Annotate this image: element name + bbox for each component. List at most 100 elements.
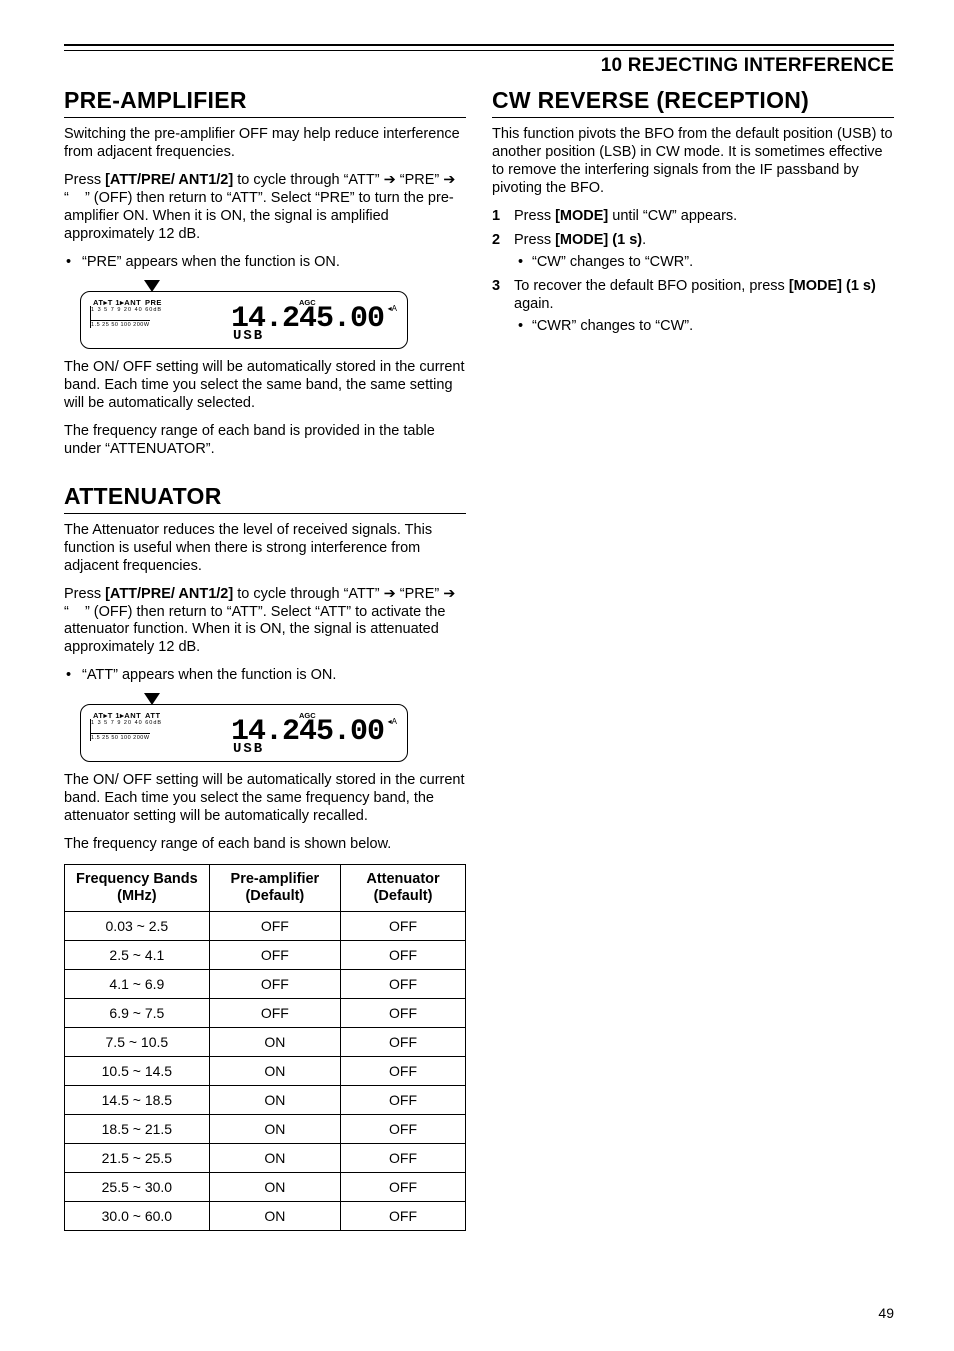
table-cell: OFF [341,1172,466,1201]
bullet-dot: • [514,254,532,272]
table-row: 10.5 ~ 14.5ONOFF [65,1056,466,1085]
columns: PRE-AMPLIFIER Switching the pre-amplifie… [64,87,894,1231]
bullet-dot: • [64,667,82,685]
text: until “CW” appears. [608,208,737,224]
left-column: PRE-AMPLIFIER Switching the pre-amplifie… [64,87,466,1231]
att-lcd: AT▸T 1▸ANT ATT 1 3 5 7 9 20 40 60dB 1.5 … [80,704,408,762]
text: To recover the default BFO position, pre… [514,278,789,294]
table-cell: OFF [341,1085,466,1114]
lcd-mode: USB [233,741,264,757]
table-cell: OFF [209,911,340,940]
table-cell: OFF [341,1114,466,1143]
table-cell: OFF [209,969,340,998]
table-cell: ON [209,1085,340,1114]
preamp-heading: PRE-AMPLIFIER [64,87,466,118]
table-cell: OFF [209,998,340,1027]
preamp-lcd: AT▸T 1▸ANT PRE 1 3 5 7 9 20 40 60dB 1.5 … [80,291,408,349]
chapter-title: 10 REJECTING INTERFERENCE [601,55,894,77]
th-freq: Frequency Bands (MHz) [65,865,210,911]
bullet-text: “CW” changes to “CWR”. [532,254,693,272]
table-cell: 10.5 ~ 14.5 [65,1056,210,1085]
table-row: 0.03 ~ 2.5OFFOFF [65,911,466,940]
table-cell: 0.03 ~ 2.5 [65,911,210,940]
band-table: Frequency Bands (MHz) Pre-amplifier (Def… [64,864,466,1230]
table-cell: OFF [341,911,466,940]
table-cell: 30.0 ~ 60.0 [65,1201,210,1230]
table-row: 30.0 ~ 60.0ONOFF [65,1201,466,1230]
step-item: 3To recover the default BFO position, pr… [492,278,894,336]
band-table-head: Frequency Bands (MHz) Pre-amplifier (Def… [65,865,466,911]
att-p3: The ON/ OFF setting will be automaticall… [64,772,466,826]
table-cell: 14.5 ~ 18.5 [65,1085,210,1114]
att-p2: Press [ATT/PRE/ ANT1/2] to cycle through… [64,586,466,658]
table-cell: OFF [341,969,466,998]
step-number: 3 [492,278,514,336]
preamp-bullet: • “PRE” appears when the function is ON. [64,254,466,272]
att-heading: ATTENUATOR [64,483,466,514]
th-text: Frequency Bands (MHz) [76,871,198,904]
right-column: CW REVERSE (RECEPTION) This function piv… [492,87,894,1231]
table-row: 6.9 ~ 7.5OFFOFF [65,998,466,1027]
top-rule [64,44,894,46]
bullet-text: “PRE” appears when the function is ON. [82,254,340,272]
lcd-top-left: AT▸T 1▸ANT [93,298,141,307]
table-cell: OFF [209,940,340,969]
key-label: [MODE] [555,208,608,224]
key-label: [ATT/PRE/ ANT1/2] [105,586,233,602]
table-row: 14.5 ~ 18.5ONOFF [65,1085,466,1114]
key-label: [MODE] (1 s) [555,232,642,248]
table-cell: OFF [341,1027,466,1056]
table-row: 18.5 ~ 21.5ONOFF [65,1114,466,1143]
page-number: 49 [878,1305,894,1321]
table-row: 25.5 ~ 30.0ONOFF [65,1172,466,1201]
table-row: 21.5 ~ 25.5ONOFF [65,1143,466,1172]
arrow-down-icon [144,280,160,292]
table-cell: OFF [341,1201,466,1230]
att-p1: The Attenuator reduces the level of rece… [64,522,466,576]
preamp-p4: The frequency range of each band is prov… [64,423,466,459]
step-number: 1 [492,208,514,226]
key-label: [ATT/PRE/ ANT1/2] [105,172,233,188]
table-row: 2.5 ~ 4.1OFFOFF [65,940,466,969]
chapter-row: 10 REJECTING INTERFERENCE [64,50,894,77]
table-row: 7.5 ~ 10.5ONOFF [65,1027,466,1056]
cwr-heading: CW REVERSE (RECEPTION) [492,87,894,118]
lcd-scale1: 1 3 5 7 9 20 40 60dB [91,720,162,726]
lcd-scale1: 1 3 5 7 9 20 40 60dB [91,307,162,313]
th-att: Attenuator (Default) [341,865,466,911]
table-cell: ON [209,1201,340,1230]
text: Press [514,232,555,248]
table-cell: ON [209,1114,340,1143]
text: Press [64,586,105,602]
lcd-scale2: 1.5 25 50 100 200W [91,733,150,741]
key-label: [MODE] (1 s) [789,278,876,294]
att-p4: The frequency range of each band is show… [64,836,466,854]
lcd-ra: ◂A [388,717,397,726]
lcd-indicator: PRE [145,298,162,307]
band-table-body: 0.03 ~ 2.5OFFOFF2.5 ~ 4.1OFFOFF4.1 ~ 6.9… [65,911,466,1230]
text: again. [514,296,554,312]
table-row: 4.1 ~ 6.9OFFOFF [65,969,466,998]
step-number: 2 [492,232,514,272]
table-cell: OFF [341,1056,466,1085]
preamp-p3: The ON/ OFF setting will be automaticall… [64,359,466,413]
th-text: Pre-amplifier (Default) [231,871,320,904]
table-cell: 25.5 ~ 30.0 [65,1172,210,1201]
bullet-text: “ATT” appears when the function is ON. [82,667,336,685]
table-cell: OFF [341,998,466,1027]
lcd-mode: USB [233,328,264,344]
table-cell: ON [209,1143,340,1172]
table-cell: 7.5 ~ 10.5 [65,1027,210,1056]
table-cell: ON [209,1056,340,1085]
step-sub-bullet: •“CWR” changes to “CW”. [514,318,894,336]
text: Press [64,172,105,188]
table-cell: OFF [341,1143,466,1172]
step-text: Press [MODE] (1 s).•“CW” changes to “CWR… [514,232,894,272]
step-text: To recover the default BFO position, pre… [514,278,894,336]
table-cell: ON [209,1172,340,1201]
table-cell: 2.5 ~ 4.1 [65,940,210,969]
lcd-top-left: AT▸T 1▸ANT [93,711,141,720]
table-cell: OFF [341,940,466,969]
lcd-scale2: 1.5 25 50 100 200W [91,320,150,328]
preamp-lcd-wrap: AT▸T 1▸ANT PRE 1 3 5 7 9 20 40 60dB 1.5 … [80,280,466,349]
